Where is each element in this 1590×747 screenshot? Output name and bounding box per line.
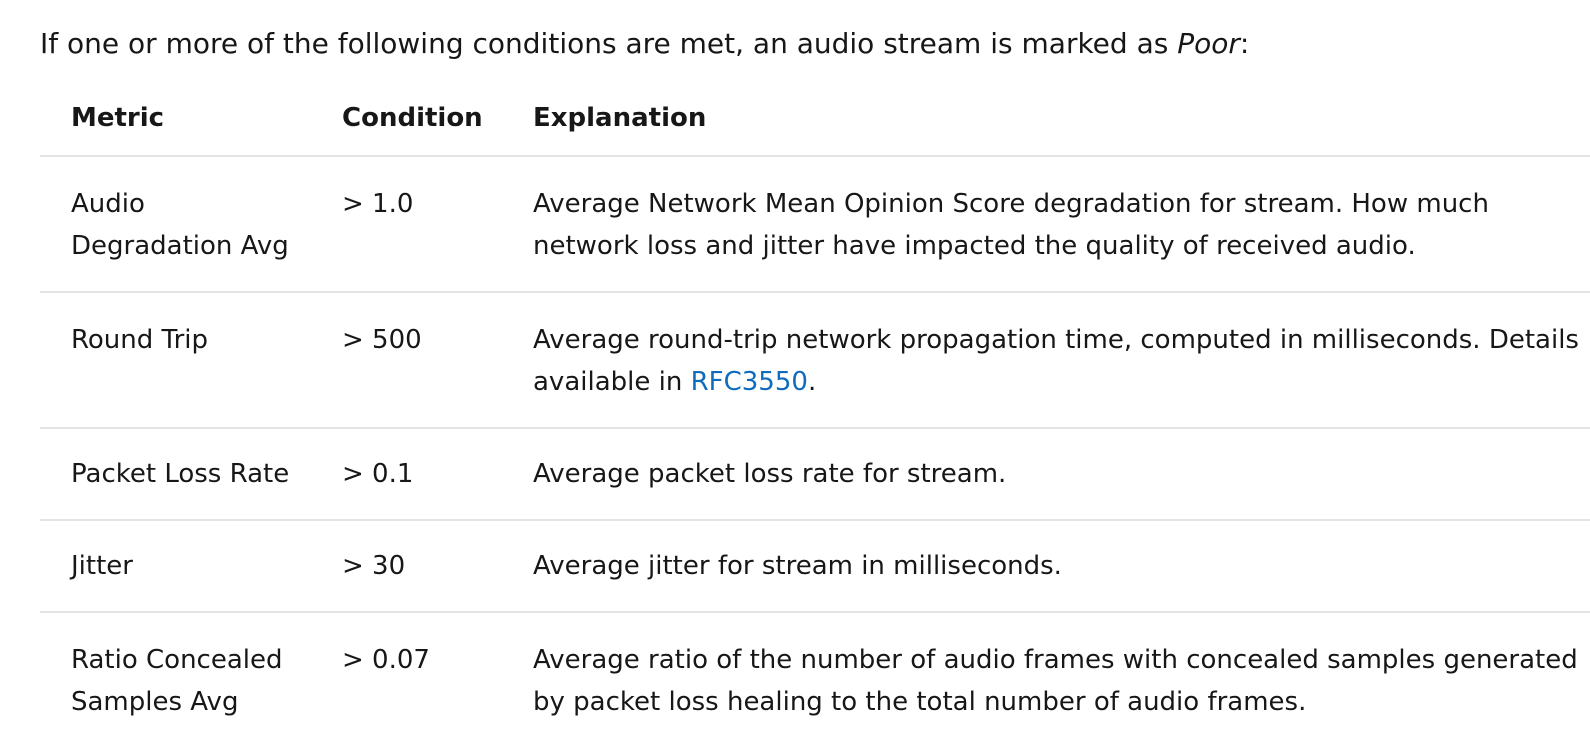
condition-cell: > 0.07 [311, 612, 502, 747]
table-row: Round Trip > 500 Average round-trip netw… [40, 292, 1590, 429]
metric-cell: Audio Degradation Avg [40, 156, 311, 293]
table-row: Ratio Concealed Samples Avg > 0.07 Avera… [40, 612, 1590, 747]
header-explanation: Explanation [502, 80, 1590, 157]
explanation-cell: Average round-trip network propagation t… [502, 292, 1590, 429]
condition-cell: > 1.0 [311, 156, 502, 293]
metric-cell: Ratio Concealed Samples Avg [40, 612, 311, 747]
condition-cell: > 30 [311, 520, 502, 613]
metric-cell: Packet Loss Rate [40, 428, 311, 521]
intro-paragraph: If one or more of the following conditio… [40, 22, 1249, 66]
condition-cell: > 0.1 [311, 428, 502, 521]
metric-cell: Round Trip [40, 292, 311, 429]
intro-suffix: : [1239, 27, 1250, 60]
condition-cell: > 500 [311, 292, 502, 429]
header-condition: Condition [311, 80, 502, 157]
explanation-cell: Average Network Mean Opinion Score degra… [502, 156, 1590, 293]
header-metric: Metric [40, 80, 311, 157]
explanation-suffix: . [807, 367, 817, 397]
explanation-cell: Average ratio of the number of audio fra… [502, 612, 1590, 747]
explanation-text: Average round-trip network propagation t… [533, 325, 1579, 397]
table-row: Audio Degradation Avg > 1.0 Average Netw… [40, 156, 1590, 293]
table-header-row: Metric Condition Explanation [40, 80, 1590, 157]
rfc3550-link[interactable]: RFC3550 [690, 367, 808, 397]
conditions-table: Metric Condition Explanation Audio Degra… [40, 80, 1590, 747]
intro-text: If one or more of the following conditio… [40, 27, 1178, 60]
intro-emphasis: Poor [1177, 27, 1240, 60]
table-row: Packet Loss Rate > 0.1 Average packet lo… [40, 428, 1590, 521]
metric-cell: Jitter [40, 520, 311, 613]
explanation-cell: Average jitter for stream in millisecond… [502, 520, 1590, 613]
table-row: Jitter > 30 Average jitter for stream in… [40, 520, 1590, 613]
explanation-cell: Average packet loss rate for stream. [502, 428, 1590, 521]
